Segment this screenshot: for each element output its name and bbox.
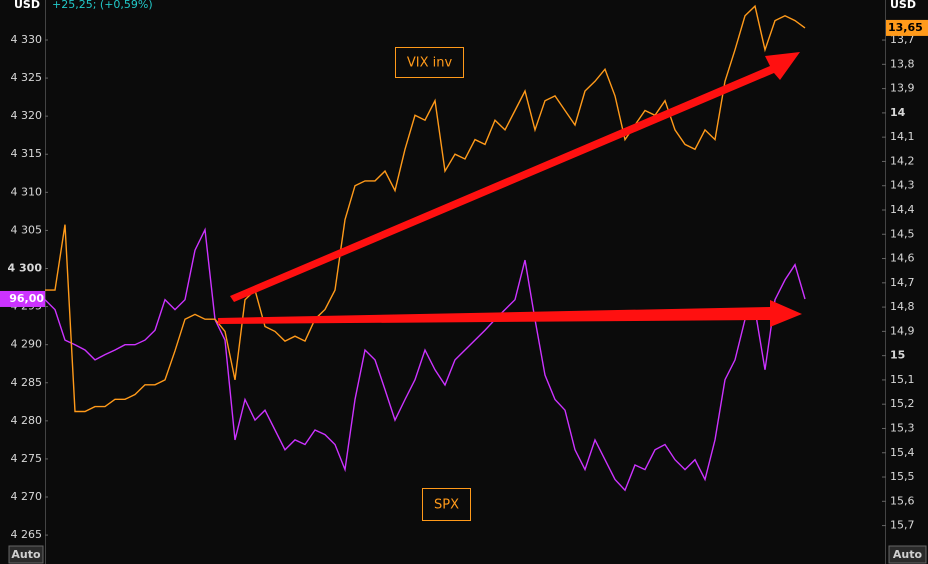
annotation-box [395,47,464,78]
tick-label: 15,6 [890,494,915,507]
tick-label: 4 330 [11,33,43,46]
tick-label: 4 265 [11,528,43,541]
tick-label: 13,7 [890,33,915,46]
tick-label: 15,2 [890,397,915,410]
auto-button-label[interactable]: Auto [893,548,923,561]
price-flag [0,290,45,307]
series-line [44,227,806,492]
tick-label: 14,3 [890,179,915,192]
tick-label: 4 270 [11,490,43,503]
tick-label: 14,6 [890,252,915,265]
trend-arrow [218,300,802,327]
tick-label: 14,1 [890,130,915,143]
series-line [45,4,806,413]
tick-label: 14,5 [890,227,915,240]
auto-button-label[interactable]: Auto [11,548,41,561]
left-unit: USD [14,0,40,11]
tick-label: 4 320 [11,109,43,122]
auto-button[interactable] [8,545,44,564]
price-flag [886,19,928,36]
tick-label: 15,5 [890,470,915,483]
tick-label: 14,7 [890,276,915,289]
tick-label: 14,4 [890,203,915,216]
tick-label: 4 280 [11,414,43,427]
tick-label: 4 305 [11,223,43,236]
tick-label: 14,2 [890,154,915,167]
tick-label: 14 [890,106,906,119]
plot [44,4,806,492]
tick-label: 14,8 [890,300,915,313]
series-label: SPX [434,498,459,513]
tick-label: 15,1 [890,373,915,386]
trend-arrow [230,52,800,302]
tick-label: 4 325 [11,71,43,84]
tick-label: 13,9 [890,82,915,95]
tick-label: 13,8 [890,57,915,70]
price-flag-label: 13,65 [888,21,923,34]
change-text: +25,25; (+0,59%) [52,0,153,11]
auto-button[interactable] [888,545,927,564]
tick-label: 4 315 [11,147,43,160]
tick-label: 14,9 [890,324,915,337]
tick-label: 15,7 [890,519,915,532]
tick-label: 4 300 [8,262,43,275]
tick-label: 4 285 [11,376,43,389]
tick-label: 15,3 [890,421,915,434]
tick-label: 4 275 [11,452,43,465]
right-unit: USD [890,0,916,11]
series-label: VIX inv [407,56,453,71]
tick-label: 15,4 [890,446,915,459]
tick-label: 15 [890,349,905,362]
price-flag-label: 96,00 [9,292,44,305]
tick-label: 4 290 [11,338,43,351]
annotation-box [422,488,471,521]
tick-label: 4 310 [11,185,43,198]
